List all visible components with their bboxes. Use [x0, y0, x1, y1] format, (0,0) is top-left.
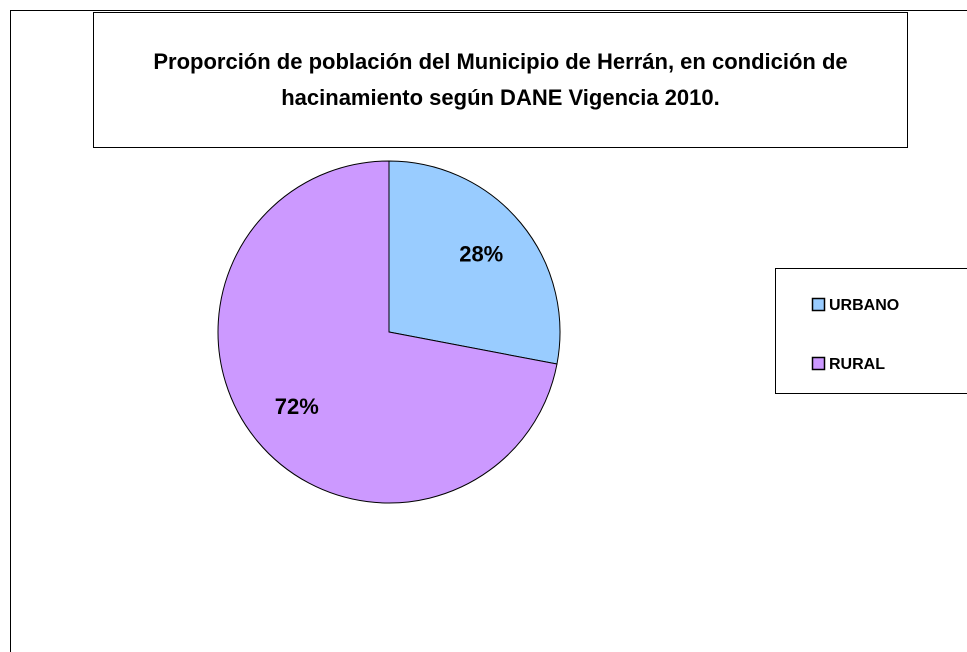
legend-swatch [811, 297, 826, 312]
data-label: 28% [459, 242, 503, 267]
legend-label: RURAL [829, 356, 885, 373]
legend-box [775, 268, 967, 394]
pie-slice [388, 160, 561, 365]
chart-title: Proporción de población del Municipio de… [153, 49, 848, 110]
legend-label: URBANO [829, 297, 899, 314]
pie-slice [217, 160, 558, 504]
title-box: Proporción de población del Municipio de… [93, 12, 908, 148]
legend-swatch [811, 356, 826, 371]
data-label: 72% [275, 394, 319, 419]
